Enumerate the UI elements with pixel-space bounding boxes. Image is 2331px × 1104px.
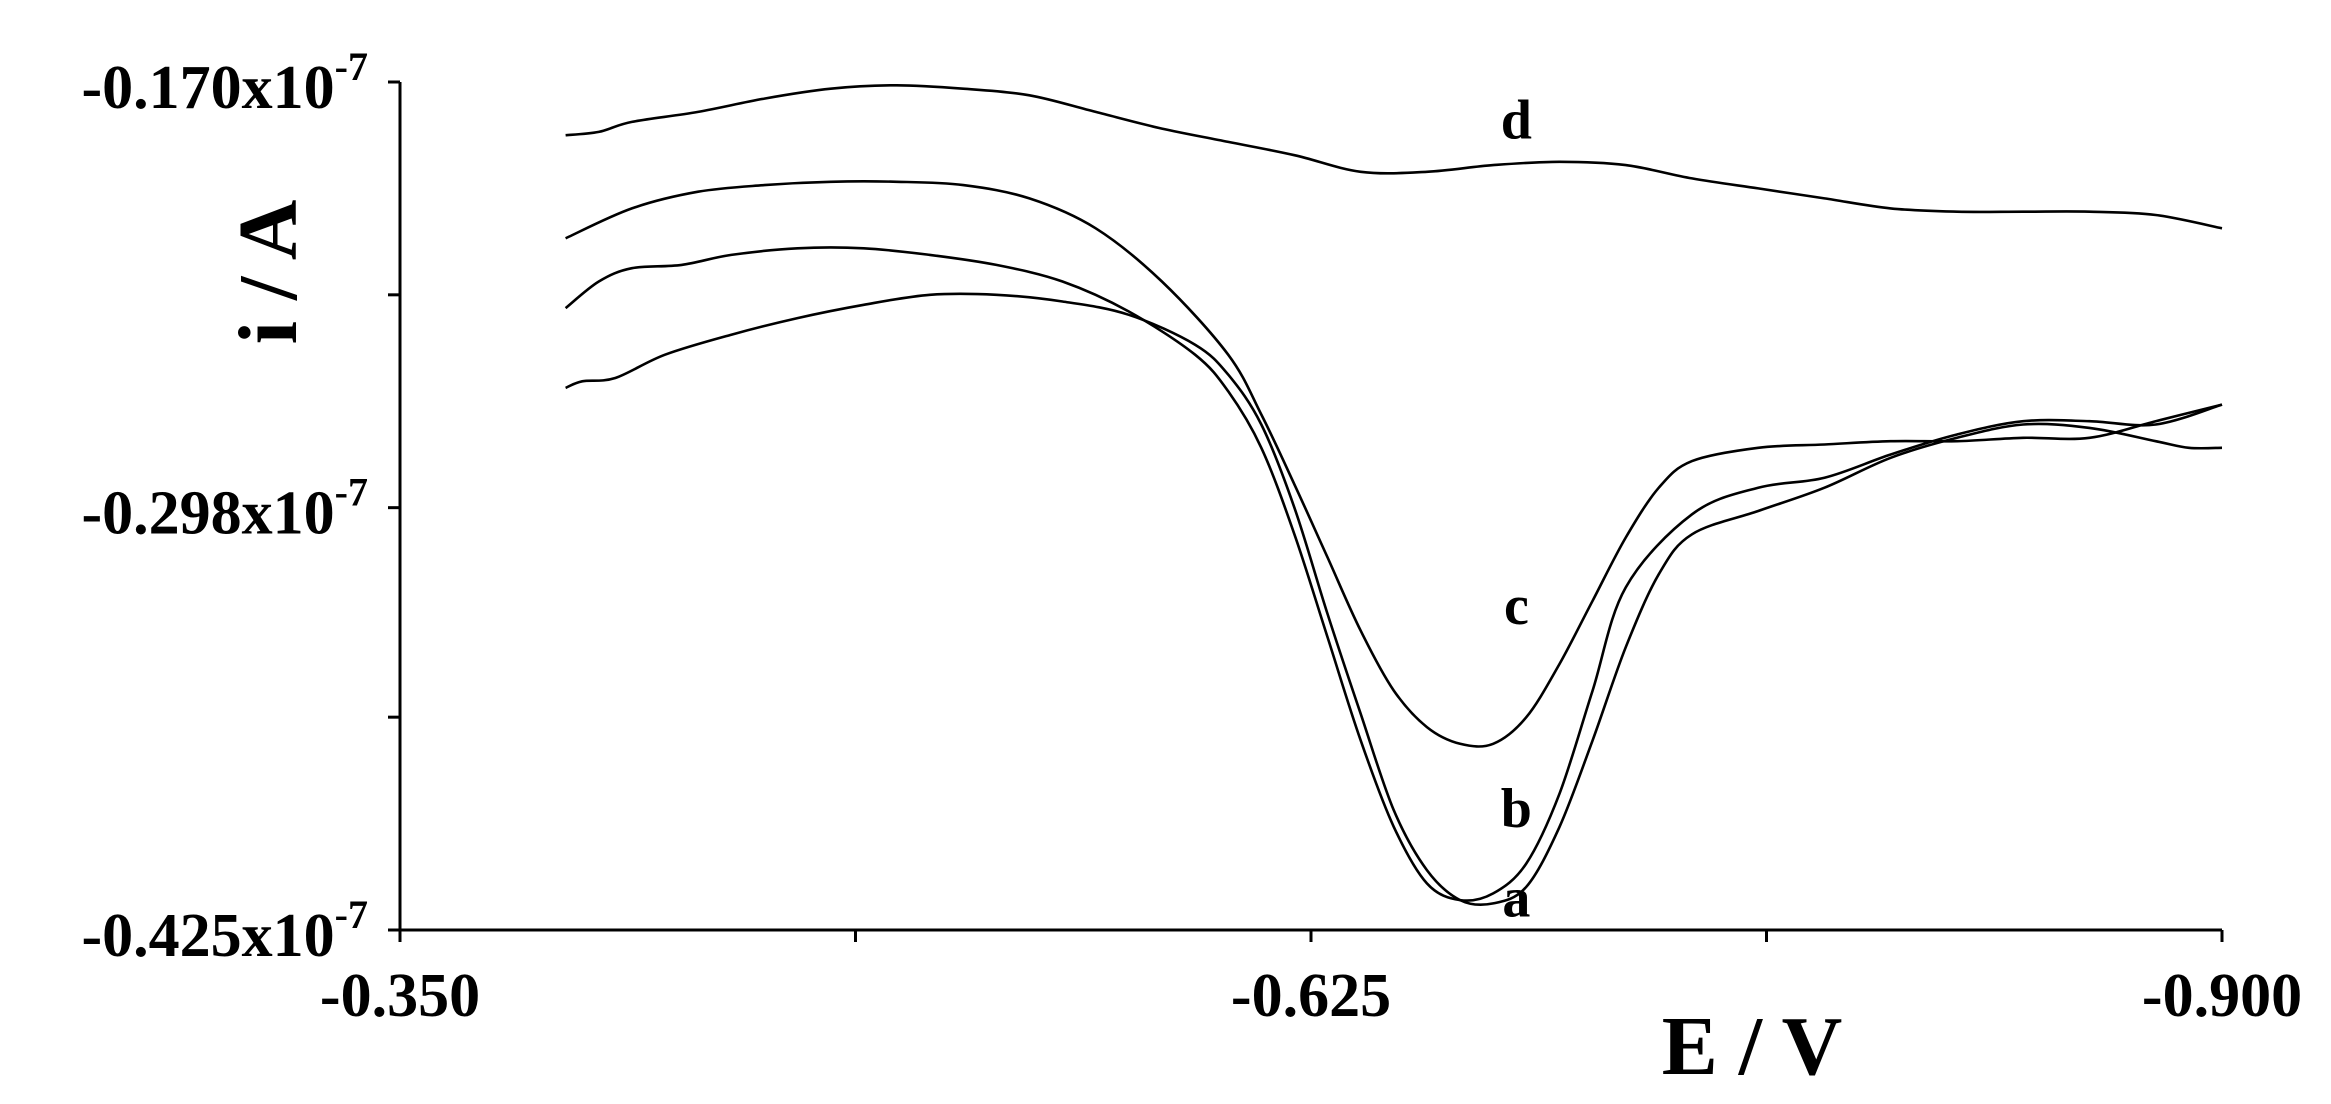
x-tick-label: -0.625 — [1231, 962, 1391, 1030]
x-axis-title: E / V — [1662, 1000, 1843, 1093]
series-line-d — [565, 83, 2223, 230]
axes — [398, 82, 2222, 932]
x-ticks: -0.350 -0.625 -0.900 — [320, 930, 2302, 1030]
x-tick-label: -0.350 — [320, 962, 480, 1030]
y-ticks: -0.170x10-7 -0.298x10-7 -0.425x10-7 — [82, 44, 400, 970]
y-tick-label: -0.170x10-7 — [82, 44, 368, 122]
y-tick-label: -0.298x10-7 — [82, 470, 368, 548]
series-lines — [564, 83, 2223, 907]
series-label-d: d — [1501, 90, 1532, 152]
x-tick-label: -0.900 — [2142, 962, 2302, 1030]
series-line-a — [565, 292, 2223, 907]
series-label-b: b — [1501, 778, 1532, 840]
series-line-c — [565, 180, 2223, 748]
y-axis-title: i / A — [222, 199, 315, 344]
series-line-b — [564, 246, 2223, 902]
series-label-a: a — [1502, 868, 1530, 930]
y-tick-label: -0.425x10-7 — [82, 892, 368, 970]
series-label-c: c — [1504, 575, 1529, 637]
series-labels: ab c d — [1501, 90, 1532, 930]
